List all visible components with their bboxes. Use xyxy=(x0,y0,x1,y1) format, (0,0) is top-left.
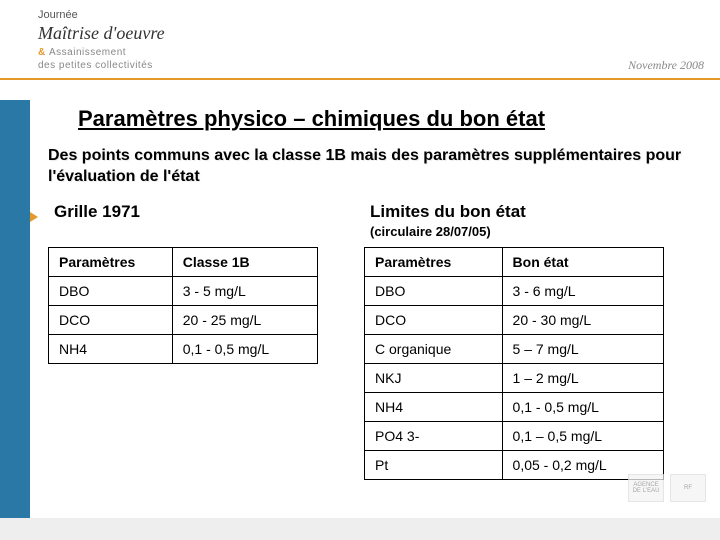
side-tick-icon xyxy=(30,212,38,222)
table-row: NKJ 1 – 2 mg/L xyxy=(365,363,664,392)
right-table-heading: Limites du bon état xyxy=(370,202,664,222)
main-content: Paramètres physico – chimiques du bon ét… xyxy=(48,100,700,480)
left-col-1: Classe 1B xyxy=(172,247,317,276)
header-ampersand: & xyxy=(38,47,49,58)
cell: 1 – 2 mg/L xyxy=(502,363,663,392)
cell: 20 - 30 mg/L xyxy=(502,305,663,334)
table-row: DCO 20 - 25 mg/L xyxy=(49,305,318,334)
tables-row: Grille 1971 Paramètres Classe 1B DBO 3 -… xyxy=(48,202,700,480)
header-line1: Journée xyxy=(38,8,165,22)
header-date: Novembre 2008 xyxy=(628,58,704,73)
header-line3-sub: des petites collectivités xyxy=(38,60,153,71)
cell: DCO xyxy=(365,305,503,334)
left-table-heading: Grille 1971 xyxy=(54,202,318,222)
footer-logos: AGENCE DE L'EAU RF xyxy=(606,464,706,512)
table-row: PO4 3- 0,1 – 0,5 mg/L xyxy=(365,421,664,450)
table-row: Paramètres Bon état xyxy=(365,247,664,276)
table-row: NH4 0,1 - 0,5 mg/L xyxy=(49,334,318,363)
page-subtitle: Des points communs avec la classe 1B mai… xyxy=(48,146,700,188)
right-col-0: Paramètres xyxy=(365,247,503,276)
cell: NH4 xyxy=(365,392,503,421)
page-title: Paramètres physico – chimiques du bon ét… xyxy=(78,106,700,132)
cell: 3 - 6 mg/L xyxy=(502,276,663,305)
left-table-spacer xyxy=(54,224,318,239)
right-table-block: Limites du bon état (circulaire 28/07/05… xyxy=(364,202,664,480)
header-line2: Maîtrise d'oeuvre xyxy=(38,22,165,45)
header-rule xyxy=(0,78,720,80)
cell: DCO xyxy=(49,305,173,334)
header-line3-main: Assainissement xyxy=(49,47,126,58)
cell: 0,1 - 0,5 mg/L xyxy=(172,334,317,363)
cell: 0,1 - 0,5 mg/L xyxy=(502,392,663,421)
left-table-block: Grille 1971 Paramètres Classe 1B DBO 3 -… xyxy=(48,202,318,364)
table-row: Paramètres Classe 1B xyxy=(49,247,318,276)
cell: 0,1 – 0,5 mg/L xyxy=(502,421,663,450)
cell: 3 - 5 mg/L xyxy=(172,276,317,305)
cell: Pt xyxy=(365,450,503,479)
footer-bar xyxy=(0,518,720,540)
table-row: DCO 20 - 30 mg/L xyxy=(365,305,664,334)
table-row: C organique 5 – 7 mg/L xyxy=(365,334,664,363)
header-line3: & Assainissement des petites collectivit… xyxy=(38,46,165,72)
cell: NH4 xyxy=(49,334,173,363)
cell: 20 - 25 mg/L xyxy=(172,305,317,334)
cell: C organique xyxy=(365,334,503,363)
side-stripe xyxy=(0,100,30,518)
cell: NKJ xyxy=(365,363,503,392)
header: Journée Maîtrise d'oeuvre & Assainisseme… xyxy=(0,0,720,92)
table-row: DBO 3 - 6 mg/L xyxy=(365,276,664,305)
right-table: Paramètres Bon état DBO 3 - 6 mg/L DCO 2… xyxy=(364,247,664,480)
logo-rf: RF xyxy=(670,474,706,502)
left-col-0: Paramètres xyxy=(49,247,173,276)
table-row: NH4 0,1 - 0,5 mg/L xyxy=(365,392,664,421)
cell: DBO xyxy=(365,276,503,305)
cell: PO4 3- xyxy=(365,421,503,450)
cell: DBO xyxy=(49,276,173,305)
logo-agence-eau: AGENCE DE L'EAU xyxy=(628,474,664,502)
table-row: DBO 3 - 5 mg/L xyxy=(49,276,318,305)
left-table: Paramètres Classe 1B DBO 3 - 5 mg/L DCO … xyxy=(48,247,318,364)
cell: 5 – 7 mg/L xyxy=(502,334,663,363)
right-col-1: Bon état xyxy=(502,247,663,276)
event-title-block: Journée Maîtrise d'oeuvre & Assainisseme… xyxy=(38,8,165,72)
right-table-subheading: (circulaire 28/07/05) xyxy=(370,224,664,239)
